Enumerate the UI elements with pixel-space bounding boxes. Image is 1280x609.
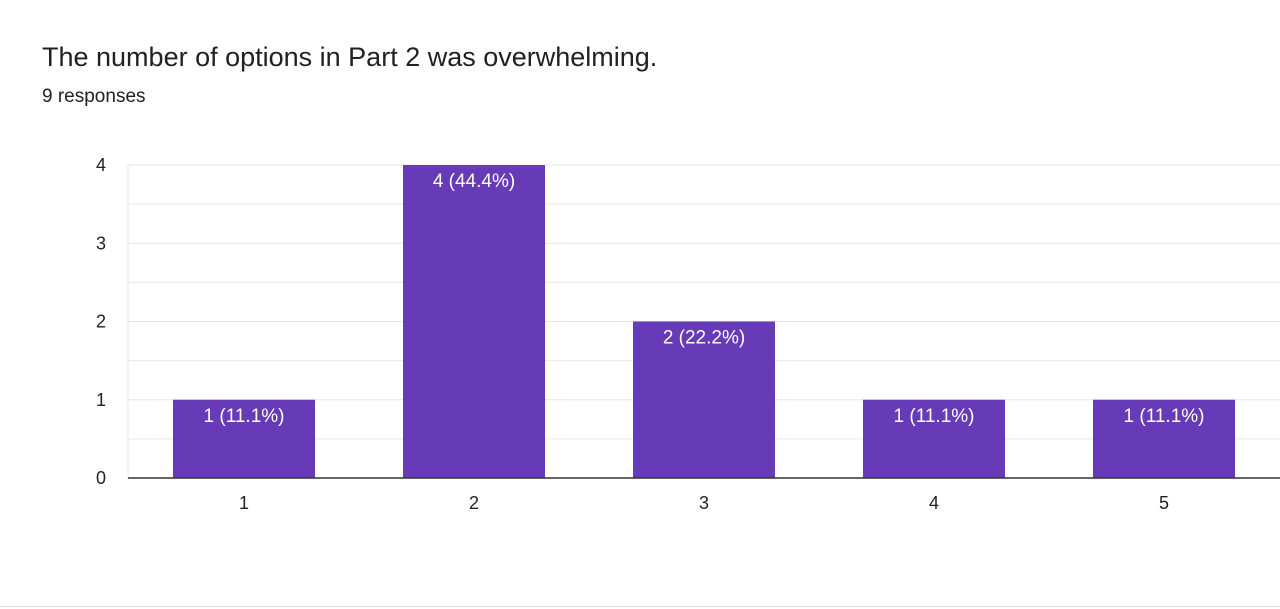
y-tick-label: 4 <box>96 155 106 175</box>
bar <box>633 321 775 478</box>
x-tick-label: 2 <box>469 493 479 513</box>
bar <box>173 399 315 478</box>
bar <box>403 165 545 478</box>
bar-data-label: 1 (11.1%) <box>1124 406 1205 427</box>
bar <box>1093 399 1235 478</box>
y-tick-label: 1 <box>96 390 106 410</box>
y-tick-label: 3 <box>96 233 106 253</box>
y-tick-label: 2 <box>96 312 106 332</box>
bar-data-label: 2 (22.2%) <box>663 328 745 349</box>
x-tick-label: 4 <box>929 493 939 513</box>
question-title: The number of options in Part 2 was over… <box>42 42 658 72</box>
bar <box>863 399 1005 478</box>
x-tick-label: 3 <box>699 493 709 513</box>
card-divider <box>0 606 1280 607</box>
x-tick-label: 1 <box>239 493 249 513</box>
bar-chart: 0 1 2 3 4 1 (11.1%) 1 4 (44.4%) 2 2 (22.2%) 3 1 (11… <box>96 155 1280 513</box>
bar-data-label: 1 (11.1%) <box>204 406 285 427</box>
bar-data-label: 1 (11.1%) <box>894 406 975 427</box>
y-tick-label: 0 <box>96 468 106 488</box>
bar-data-label: 4 (44.4%) <box>433 171 515 192</box>
x-tick-label: 5 <box>1159 493 1169 513</box>
response-count: 9 responses <box>42 86 146 107</box>
